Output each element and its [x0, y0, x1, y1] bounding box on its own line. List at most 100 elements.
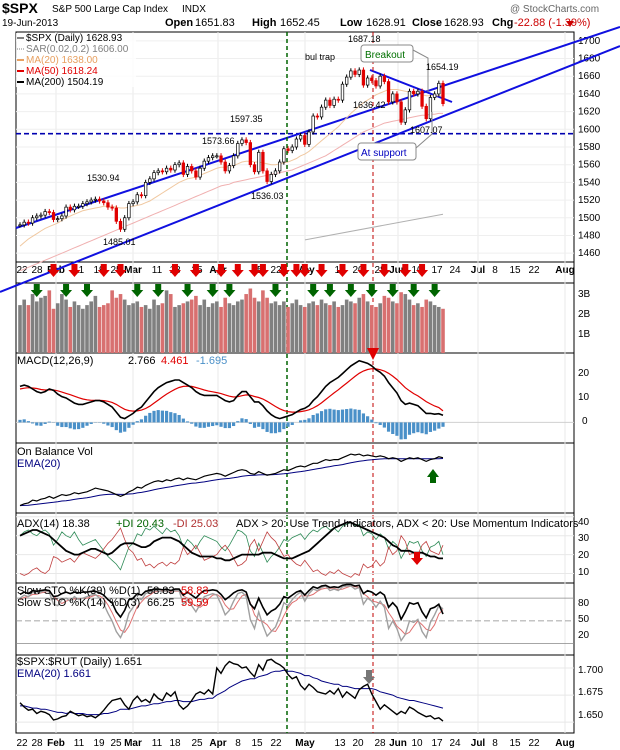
- mdi-label: -DI 25.03: [173, 518, 218, 530]
- macd-histogram-bar-16: [85, 422, 89, 426]
- red-signal-arrow-2: [97, 264, 110, 277]
- macd-histogram-bar-71: [315, 413, 319, 423]
- volume-bar-98: [428, 301, 433, 353]
- price-bar-55: [248, 142, 252, 166]
- x-tick-top-20: 17: [431, 265, 443, 276]
- price-bar-54: [244, 139, 248, 143]
- red-signal-arrow-1: [68, 264, 81, 277]
- volume-bar-2: [26, 305, 31, 353]
- breakout-box: [360, 44, 414, 63]
- macd-histogram-bar-14: [77, 422, 81, 430]
- vol-tick-2b: 2B: [578, 309, 591, 320]
- price-bar-63: [282, 148, 286, 163]
- volume-bar-76: [336, 306, 341, 353]
- macd-histogram-bar-28: [135, 421, 139, 423]
- macd-histogram-bar-5: [39, 422, 43, 426]
- x-tick-bottom-10: Apr: [209, 738, 226, 749]
- macd-histogram-bar-20: [102, 422, 106, 424]
- volume-bar-22: [110, 290, 114, 353]
- legend-ma50: MA(50) 1618.24: [26, 66, 98, 77]
- x-tick-bottom-5: 25: [110, 738, 122, 749]
- volume-bar-29: [139, 306, 144, 353]
- label-1607: 1607.07: [410, 125, 443, 135]
- macd-histogram-bar-78: [345, 409, 349, 423]
- price-bar-20: [102, 200, 106, 204]
- macd-histogram-bar-101: [441, 422, 445, 427]
- volume-bar-60: [269, 303, 274, 353]
- x-tick-top-24: 15: [509, 265, 521, 276]
- macd-panel: [16, 348, 574, 440]
- sto-tick-20: 20: [578, 630, 590, 641]
- macd-histogram-bar-58: [261, 422, 265, 430]
- indicator-ticks: 3B 2B 1B 20 10 0 40 30 20 10 80 50 20 1.…: [578, 289, 603, 721]
- x-tick-bottom-11: 8: [235, 738, 241, 749]
- price-bar-101: [441, 82, 445, 105]
- price-legend: $SPX (Daily) 1628.93 SAR(0.02,0.2) 1606.…: [16, 33, 136, 88]
- macd-histogram-bar-12: [68, 422, 72, 429]
- price-bar-38: [177, 162, 181, 166]
- support-box: [357, 142, 417, 161]
- macd-histogram-bar-96: [420, 422, 424, 434]
- price-ytick-7: 1560: [578, 160, 601, 171]
- price-bar-27: [131, 201, 135, 204]
- volume-bar-51: [231, 305, 236, 353]
- support-pointer: [415, 112, 433, 149]
- volume-bar-44: [202, 299, 207, 353]
- x-tick-bottom-18: Jun: [389, 738, 407, 749]
- macd-value-1: 2.766: [128, 355, 156, 367]
- volume-bar-48: [219, 306, 223, 353]
- macd-tick-10: 10: [578, 392, 590, 403]
- volume-bar-35: [164, 290, 169, 353]
- x-tick-top-25: 22: [528, 265, 540, 276]
- volume-bar-25: [122, 299, 127, 353]
- macd-histogram-bar-48: [219, 422, 223, 427]
- price-bar-87: [382, 75, 387, 82]
- macd-histogram-bar-25: [123, 422, 127, 432]
- ratio-ema-line: [20, 669, 444, 716]
- red-signal-arrow-9: [256, 264, 269, 277]
- price-bar-74: [328, 99, 332, 106]
- macd-histogram-bar-59: [265, 422, 269, 432]
- volume-bar-39: [181, 303, 186, 353]
- macd-histogram-bar-26: [127, 422, 131, 428]
- volume-bar-67: [298, 305, 303, 353]
- sto39-k: 58.83: [147, 585, 175, 597]
- volume-bar-47: [215, 301, 219, 353]
- volume-bar-55: [248, 288, 253, 353]
- ratio-line: [19, 658, 444, 722]
- macd-histogram-bar-62: [278, 422, 282, 433]
- x-tick-bottom-24: 15: [509, 738, 521, 749]
- macd-histogram-bar-22: [110, 422, 114, 428]
- macd-tick-0: 0: [582, 416, 588, 427]
- price-bar-1: [22, 221, 26, 226]
- macd-histogram-bar-61: [273, 422, 278, 434]
- price-bar-18: [93, 198, 98, 201]
- volume-bar-81: [357, 297, 362, 353]
- volume-bar-19: [97, 306, 102, 353]
- green-signal-arrow-14: [407, 284, 420, 297]
- volume-bar-41: [189, 299, 194, 353]
- volume-bar-27: [131, 303, 135, 353]
- macd-tick-20: 20: [578, 368, 590, 379]
- price-bar-98: [428, 97, 433, 120]
- volume-bar-89: [390, 301, 395, 353]
- price-bar-28: [135, 194, 139, 203]
- price-bar-16: [85, 201, 89, 204]
- price-bar-58: [261, 151, 265, 172]
- x-tick-bottom-13: 22: [270, 738, 282, 749]
- volume-bar-18: [93, 295, 98, 353]
- sto39-line: [19, 583, 444, 622]
- macd-label: MACD(12,26,9): [17, 355, 93, 367]
- macd-value-3: -1.695: [196, 355, 227, 367]
- macd-histogram-bar-91: [399, 422, 403, 440]
- price-bar-61: [273, 170, 278, 175]
- green-signal-arrow-8: [269, 284, 282, 297]
- legend-spx: $SPX (Daily) 1628.93: [26, 33, 123, 44]
- x-tick-bottom-21: 24: [449, 738, 461, 749]
- red-signal-arrow-18: [416, 264, 429, 277]
- macd-histogram-bar-54: [244, 419, 248, 423]
- upper-trend-line: [15, 26, 620, 229]
- macd-histogram-bar-3: [30, 422, 35, 424]
- volume-panel: [18, 264, 445, 353]
- x-tick-bottom-22: Jul: [471, 738, 486, 749]
